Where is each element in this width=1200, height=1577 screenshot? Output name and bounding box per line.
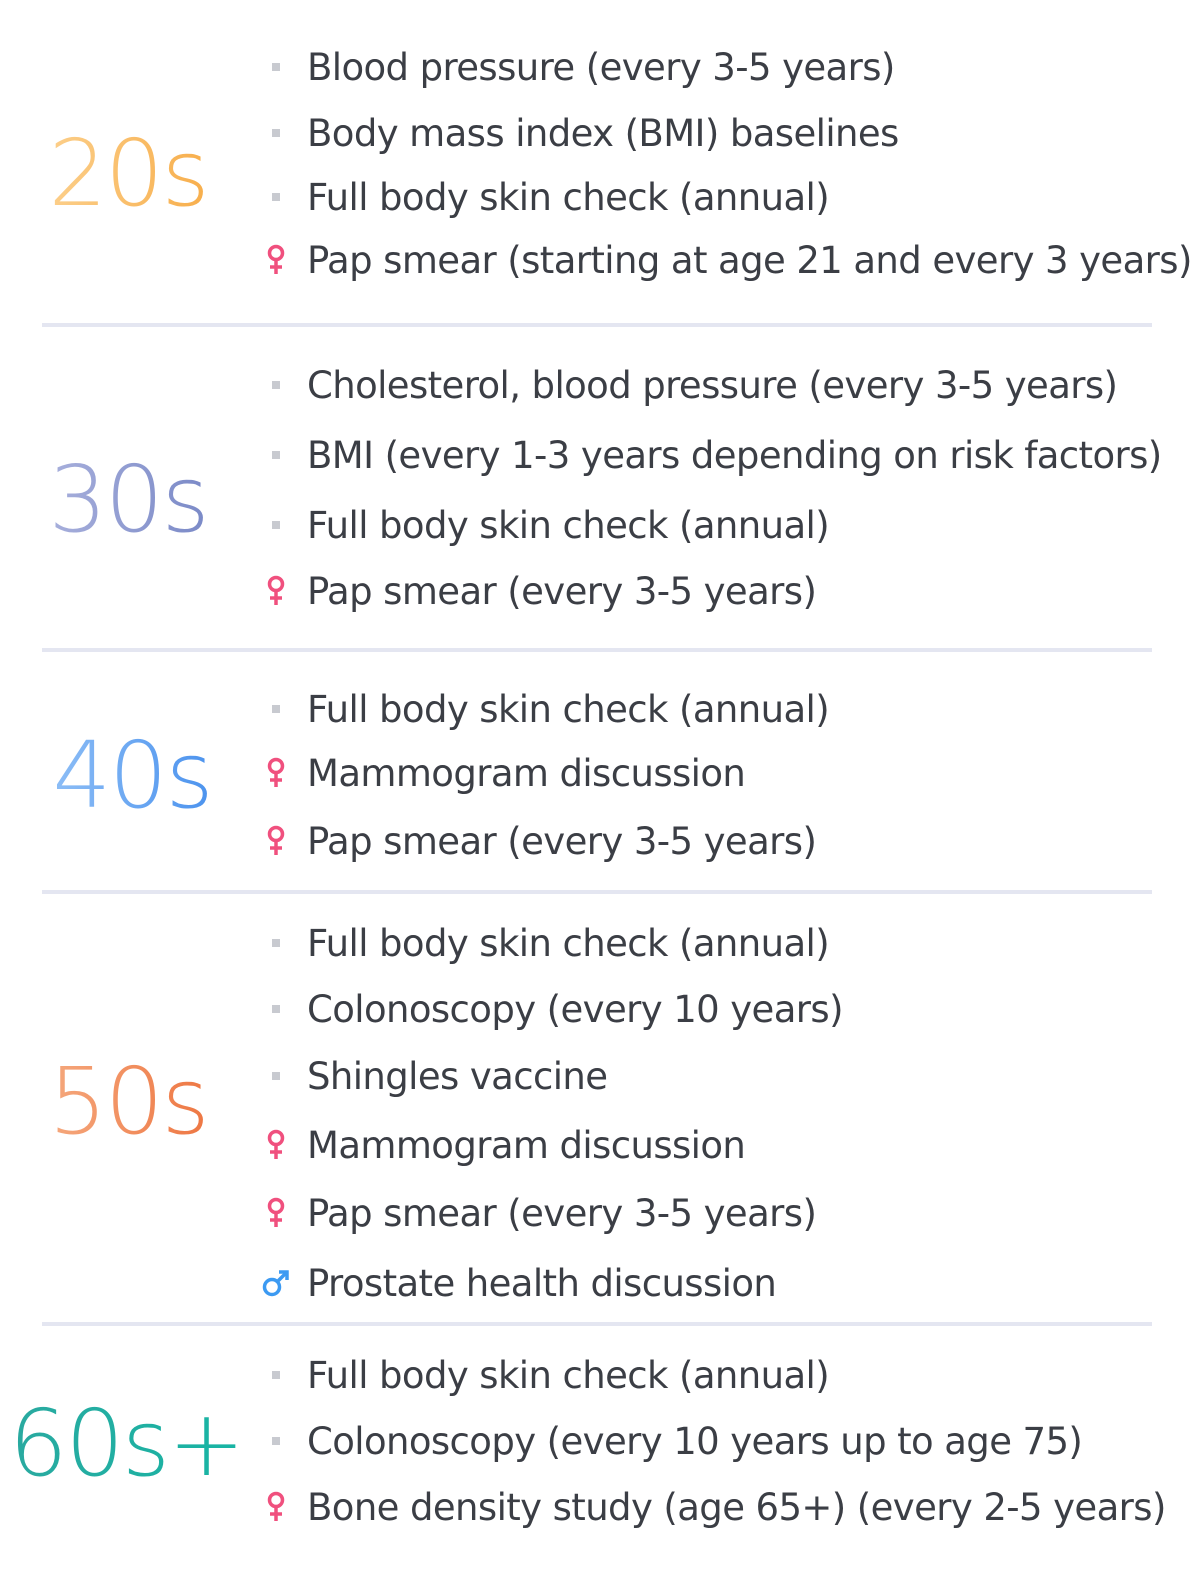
section-40s: 40s Full body skin check (annual) Mammog… (0, 652, 1200, 892)
list-item: Pap smear (every 3-5 years) (258, 1188, 817, 1238)
bullet-icon (258, 179, 294, 215)
list-item: Full body skin check (annual) (258, 1350, 830, 1400)
list-item: Prostate health discussion (258, 1258, 777, 1308)
item-label: Full body skin check (annual) (307, 1353, 830, 1397)
item-label: Full body skin check (annual) (307, 503, 830, 547)
list-item: Shingles vaccine (258, 1051, 608, 1101)
item-label: Full body skin check (annual) (307, 687, 830, 731)
bullet-icon (258, 49, 294, 85)
item-label: Prostate health discussion (307, 1261, 777, 1305)
item-label: Colonoscopy (every 10 years) (307, 987, 844, 1031)
list-item: Mammogram discussion (258, 748, 746, 798)
bullet-icon (258, 115, 294, 151)
female-icon (258, 1489, 294, 1525)
list-item: Full body skin check (annual) (258, 918, 830, 968)
item-label: Colonoscopy (every 10 years up to age 75… (307, 1419, 1083, 1463)
item-label: Shingles vaccine (307, 1054, 608, 1098)
bullet-icon (258, 437, 294, 473)
item-label: Pap smear (every 3-5 years) (307, 1191, 817, 1235)
list-item: Full body skin check (annual) (258, 172, 830, 222)
bullet-icon (258, 1357, 294, 1393)
section-divider (42, 648, 1152, 652)
female-icon (258, 1127, 294, 1163)
item-label: Full body skin check (annual) (307, 921, 830, 965)
age-label: 40s (12, 730, 252, 822)
section-60s-plus: 60s+ Full body skin check (annual) Colon… (0, 1326, 1200, 1577)
female-icon (258, 1195, 294, 1231)
bullet-icon (258, 507, 294, 543)
age-label: 30s (8, 454, 248, 546)
item-label: Full body skin check (annual) (307, 175, 830, 219)
item-label: BMI (every 1-3 years depending on risk f… (307, 433, 1162, 477)
female-icon (258, 755, 294, 791)
section-20s: 20s Blood pressure (every 3-5 years) Bod… (0, 0, 1200, 326)
list-item: Full body skin check (annual) (258, 500, 830, 550)
list-item: Full body skin check (annual) (258, 684, 830, 734)
female-icon (258, 242, 294, 278)
list-item: Mammogram discussion (258, 1120, 746, 1170)
bullet-icon (258, 991, 294, 1027)
list-item: Pap smear (starting at age 21 and every … (258, 235, 1192, 285)
age-label: 50s (8, 1056, 248, 1148)
list-item: Cholesterol, blood pressure (every 3-5 y… (258, 360, 1118, 410)
section-divider (42, 1322, 1152, 1326)
male-icon (258, 1265, 294, 1301)
list-item: BMI (every 1-3 years depending on risk f… (258, 430, 1162, 480)
bullet-icon (258, 691, 294, 727)
item-label: Pap smear (every 3-5 years) (307, 569, 817, 613)
item-label: Cholesterol, blood pressure (every 3-5 y… (307, 363, 1118, 407)
list-item: Pap smear (every 3-5 years) (258, 816, 817, 866)
list-item: Blood pressure (every 3-5 years) (258, 42, 895, 92)
item-label: Pap smear (starting at age 21 and every … (307, 238, 1192, 282)
item-label: Pap smear (every 3-5 years) (307, 819, 817, 863)
section-30s: 30s Cholesterol, blood pressure (every 3… (0, 326, 1200, 650)
age-label: 20s (8, 128, 248, 220)
bullet-icon (258, 1423, 294, 1459)
list-item: Colonoscopy (every 10 years) (258, 984, 844, 1034)
list-item: Body mass index (BMI) baselines (258, 108, 899, 158)
female-icon (258, 573, 294, 609)
section-divider (42, 323, 1152, 327)
item-label: Mammogram discussion (307, 1123, 746, 1167)
item-label: Mammogram discussion (307, 751, 746, 795)
list-item: Pap smear (every 3-5 years) (258, 566, 817, 616)
item-label: Body mass index (BMI) baselines (307, 111, 899, 155)
section-divider (42, 890, 1152, 894)
age-label: 60s+ (6, 1398, 246, 1490)
list-item: Bone density study (age 65+) (every 2-5 … (258, 1482, 1166, 1532)
bullet-icon (258, 1058, 294, 1094)
list-item: Colonoscopy (every 10 years up to age 75… (258, 1416, 1083, 1466)
female-icon (258, 823, 294, 859)
bullet-icon (258, 367, 294, 403)
item-label: Bone density study (age 65+) (every 2-5 … (307, 1485, 1166, 1529)
section-50s: 50s Full body skin check (annual) Colono… (0, 894, 1200, 1324)
bullet-icon (258, 925, 294, 961)
item-label: Blood pressure (every 3-5 years) (307, 45, 895, 89)
